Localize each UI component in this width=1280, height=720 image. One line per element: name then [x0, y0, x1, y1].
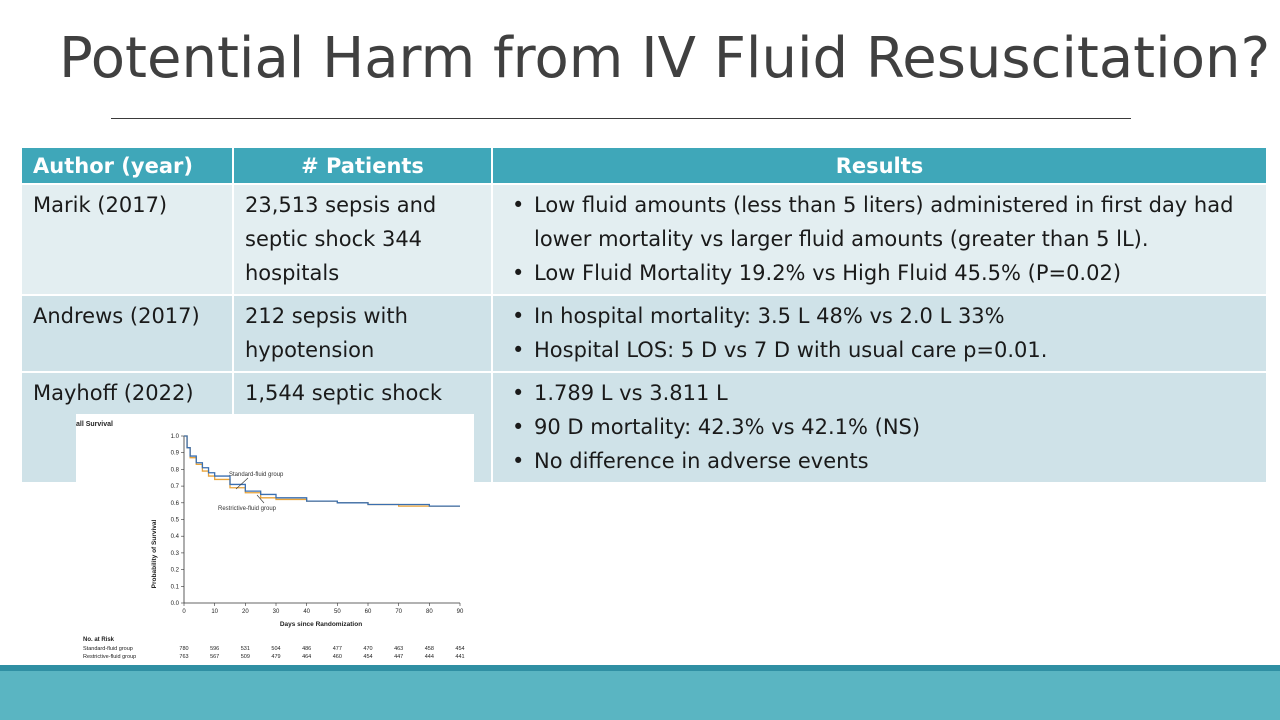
y-tick-labels: 0.0 0.1 0.2 0.3 0.4 0.5 0.6 0.7 0.8 0.9 1.0 [171, 434, 184, 607]
risk-value: 477 [333, 646, 342, 652]
y-tick-label: 0.3 [171, 551, 180, 557]
risk-table: Standard-fluid group 780 596 531 504 486 477 47… [83, 646, 465, 660]
chart-axes [183, 436, 460, 604]
risk-value: 447 [394, 654, 403, 660]
x-tick-label: 20 [242, 609, 249, 615]
x-tick-label: 60 [365, 609, 372, 615]
y-tick-label: 1.0 [171, 434, 180, 440]
table-header-row: Author (year) # Patients Results [22, 148, 1268, 184]
x-tick-label: 10 [211, 609, 218, 615]
result-bullet: No difference in adverse events [504, 444, 1255, 478]
survival-figure: all Survival 0.0 0.1 0.2 0.3 0.4 0.5 0.6 0.7 0.8… [76, 414, 474, 677]
title-divider [111, 118, 1131, 119]
cell-patients: 212 sepsis with hypotension [233, 294, 493, 372]
cell-results: Low fluid amounts (less than 5 liters) a… [492, 183, 1268, 295]
cell-author: Andrews (2017) [22, 294, 234, 372]
risk-value: 509 [241, 654, 250, 660]
x-axis-label: Days since Randomization [280, 621, 362, 628]
figure-header: all Survival [76, 421, 113, 428]
table-row: Andrews (2017) 212 sepsis with hypotensi… [22, 294, 1268, 372]
cell-results: In hospital mortality: 3.5 L 48% vs 2.0 … [492, 294, 1268, 372]
y-tick-label: 0.2 [171, 568, 180, 574]
standard-fluid-series-line [184, 435, 460, 507]
x-tick-label: 50 [334, 609, 341, 615]
risk-value: 470 [363, 646, 372, 652]
y-tick-label: 0.0 [171, 601, 180, 607]
risk-value: 454 [455, 646, 464, 652]
x-tick-label: 80 [426, 609, 433, 615]
x-tick-labels: 0 10 20 30 40 50 60 70 80 90 [182, 603, 464, 615]
y-tick-label: 0.6 [171, 501, 180, 507]
risk-value: 567 [210, 654, 219, 660]
y-tick-label: 0.1 [171, 584, 180, 590]
risk-value: 463 [394, 646, 403, 652]
x-tick-label: 0 [182, 609, 186, 615]
footer-band [0, 671, 1280, 720]
result-bullet: In hospital mortality: 3.5 L 48% vs 2.0 … [504, 299, 1255, 333]
table-row: Marik (2017) 23,513 sepsis and septic sh… [22, 183, 1268, 295]
header-author: Author (year) [22, 148, 234, 184]
x-tick-label: 90 [457, 609, 464, 615]
x-tick-label: 30 [273, 609, 280, 615]
risk-value: 464 [302, 654, 311, 660]
restrictive-fluid-series-line [184, 435, 460, 507]
risk-value: 458 [425, 646, 434, 652]
result-bullet: 1.789 L vs 3.811 L [504, 376, 1255, 410]
y-axis-label: Probability of Survival [151, 519, 158, 588]
risk-value: 504 [271, 646, 280, 652]
cell-patients: 23,513 sepsis and septic shock 344 hospi… [233, 183, 493, 295]
risk-row-label: Restrictive-fluid group [83, 654, 136, 660]
x-tick-label: 40 [303, 609, 310, 615]
risk-value: 486 [302, 646, 311, 652]
risk-value: 763 [179, 654, 188, 660]
risk-value: 454 [363, 654, 372, 660]
slide-title: Potential Harm from IV Fluid Resuscitati… [59, 26, 1271, 91]
restrictive-label-pointer [256, 494, 265, 504]
result-bullet: Low fluid amounts (less than 5 liters) a… [504, 188, 1255, 256]
footer-band-line [0, 665, 1280, 671]
risk-value: 441 [455, 654, 464, 660]
standard-series-label: Standard-fluid group [229, 472, 284, 478]
result-bullet: Hospital LOS: 5 D vs 7 D with usual care… [504, 333, 1255, 367]
y-tick-label: 0.7 [171, 484, 180, 490]
x-tick-label: 70 [395, 609, 402, 615]
risk-value: 444 [425, 654, 434, 660]
header-patients: # Patients [233, 148, 493, 184]
restrictive-series-label: Restrictive-fluid group [218, 506, 277, 512]
result-bullet: Low Fluid Mortality 19.2% vs High Fluid … [504, 256, 1255, 290]
risk-value: 479 [271, 654, 280, 660]
risk-value: 780 [179, 646, 188, 652]
survival-chart: all Survival 0.0 0.1 0.2 0.3 0.4 0.5 0.6 0.7 0.8… [76, 421, 465, 660]
survival-series [184, 435, 460, 507]
y-tick-label: 0.5 [171, 518, 180, 524]
header-results: Results [492, 148, 1268, 184]
result-bullet: 90 D mortality: 42.3% vs 42.1% (NS) [504, 410, 1255, 444]
risk-row-label: Standard-fluid group [83, 646, 133, 652]
risk-value: 531 [241, 646, 250, 652]
risk-table-title: No. at Risk [83, 637, 115, 643]
y-tick-label: 0.9 [171, 451, 180, 457]
y-tick-label: 0.4 [171, 534, 180, 540]
risk-value: 596 [210, 646, 219, 652]
cell-author: Marik (2017) [22, 183, 234, 295]
risk-value: 460 [333, 654, 342, 660]
cell-results: 1.789 L vs 3.811 L 90 D mortality: 42.3%… [492, 371, 1268, 482]
y-tick-label: 0.8 [171, 467, 180, 473]
standard-label-pointer [235, 477, 249, 490]
